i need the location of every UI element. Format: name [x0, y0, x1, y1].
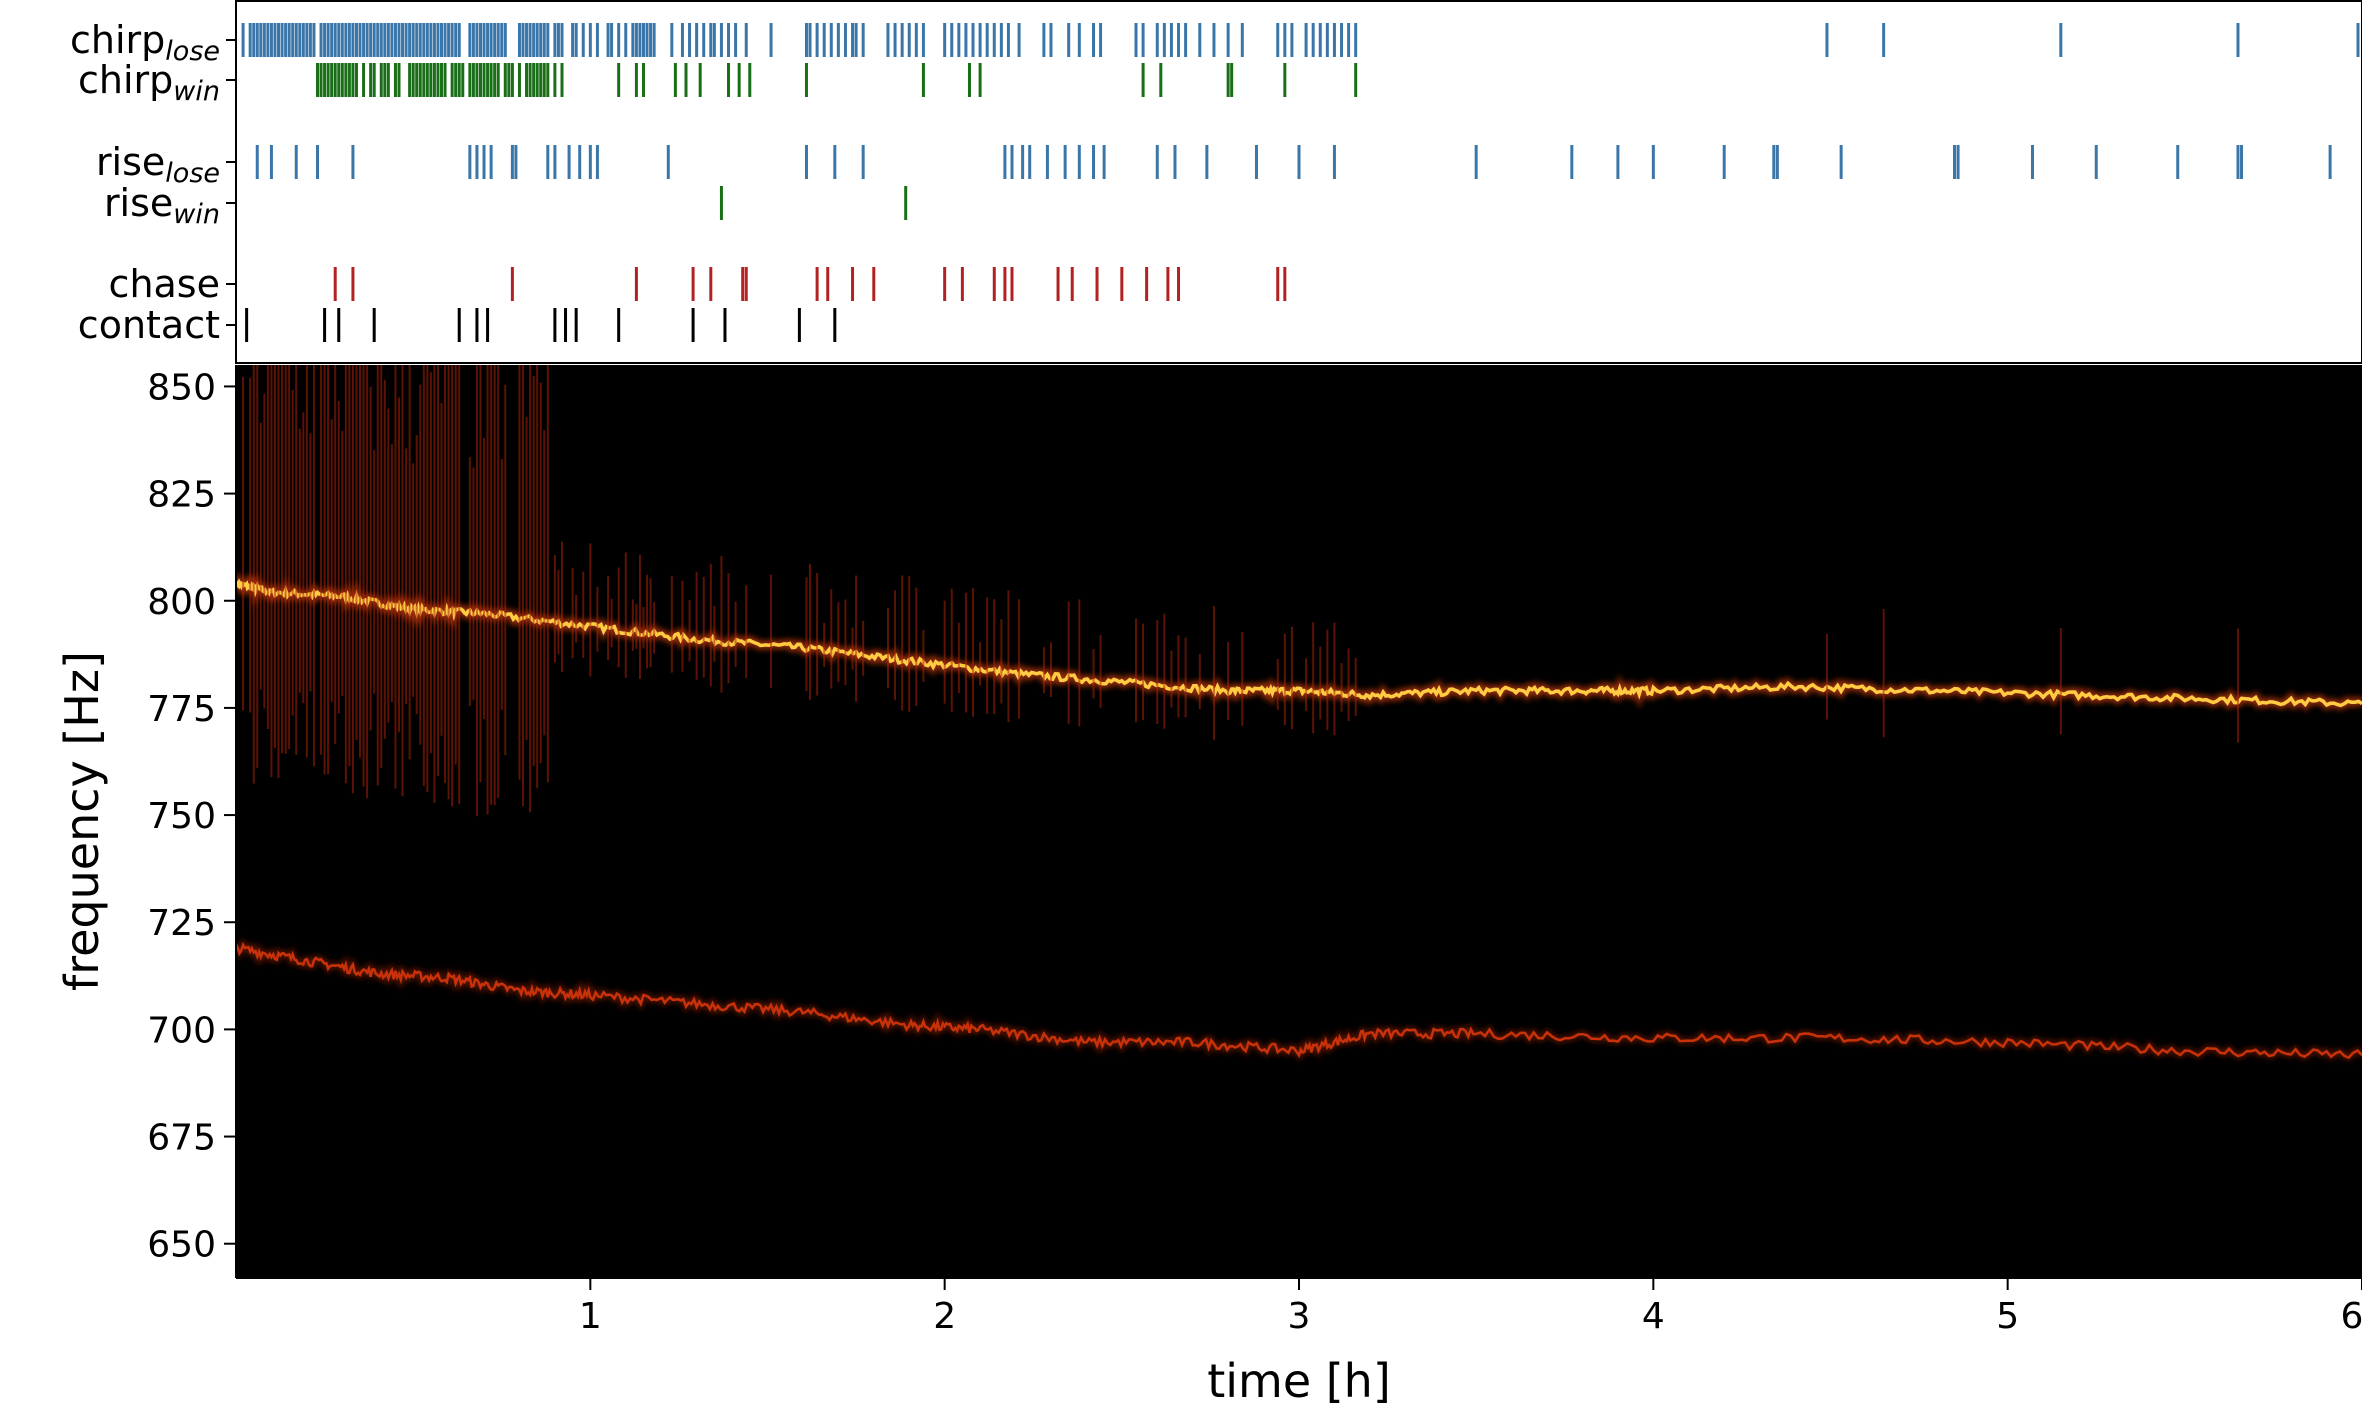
x-tick-label: 5 — [1996, 1296, 2019, 1337]
y-axis-label: frequency [Hz] — [55, 651, 109, 991]
y-tick-label: 850 — [147, 367, 216, 408]
raster-row-label: riselose — [96, 140, 220, 189]
x-tick-label: 1 — [579, 1296, 602, 1337]
raster-row-label: chase — [109, 262, 220, 306]
raster-row-label: contact — [78, 303, 220, 347]
spectrogram-trace — [236, 941, 2362, 1060]
raster-axes-frame — [235, 0, 2362, 364]
y-tick-label: 700 — [147, 1010, 216, 1051]
x-tick-label: 3 — [1288, 1296, 1311, 1337]
y-tick-label: 825 — [147, 475, 216, 516]
raster-row-label: risewin — [104, 181, 220, 230]
spectrogram-background — [236, 365, 2362, 1278]
y-tick-label: 750 — [147, 796, 216, 837]
y-tick-label: 675 — [147, 1118, 216, 1159]
raster-row-label: chirpwin — [78, 58, 220, 107]
x-axis-label: time [h] — [1207, 1354, 1391, 1408]
x-tick-label: 4 — [1642, 1296, 1665, 1337]
y-tick-label: 800 — [147, 582, 216, 623]
spectrogram-panel: 650 675 700 725 750 775 800 825 850 1 2 3 4 5 6 — [147, 365, 2362, 1337]
x-tick-label: 2 — [933, 1296, 956, 1337]
y-tick-label: 725 — [147, 903, 216, 944]
x-tick-label: 6 — [2341, 1296, 2362, 1337]
y-tick-label: 650 — [147, 1225, 216, 1266]
raster-row-label: chirplose — [70, 18, 220, 67]
y-tick-label: 775 — [147, 689, 216, 730]
